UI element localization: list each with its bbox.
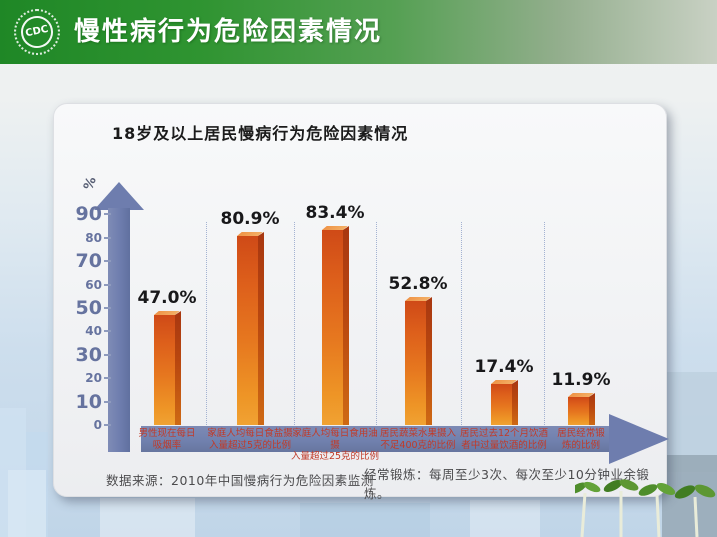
value-label: 11.9% (551, 370, 611, 390)
y-tick-mark (104, 353, 111, 356)
bar-side-face (426, 297, 432, 425)
chart-title: 18岁及以上居民慢病行为危险因素情况 (112, 124, 409, 143)
y-tick-label: 30 (75, 343, 102, 366)
bar-3 (322, 226, 349, 425)
value-label: 80.9% (220, 209, 280, 229)
y-tick-label: 80 (85, 230, 102, 245)
category-label: 家庭人均每日食用油摄 入量超过25克的比例 (290, 428, 380, 462)
value-label: 83.4% (305, 203, 365, 223)
category-label: 居民蔬菜水果摄入 不足400克的比例 (379, 428, 456, 451)
y-tick-mark (104, 260, 111, 263)
y-tick-mark (104, 283, 111, 286)
value-label: 52.8% (388, 274, 448, 294)
bar-front-face (491, 384, 512, 425)
bar-front-face (237, 236, 258, 425)
y-tick-mark (104, 424, 111, 426)
value-label: 47.0% (137, 288, 197, 308)
city-skyline-bottom-2 (300, 503, 430, 537)
category-separator (461, 222, 462, 425)
y-tick-label: 0 (93, 418, 102, 432)
value-label: 17.4% (474, 357, 534, 377)
bar-side-face (343, 226, 349, 425)
seedlings-illustration (575, 479, 716, 537)
cdc-logo-text: CDC (18, 13, 56, 51)
category-label: 男性现在每日 吸烟率 (138, 428, 196, 451)
y-tick-label: 60 (85, 277, 102, 292)
data-source-note: 数据来源：2010年中国慢病行为危险因素监测 (106, 473, 374, 488)
x-axis-arrowhead (609, 414, 669, 464)
city-skyline-bottom-3 (470, 500, 540, 537)
city-building-left-3 (8, 470, 46, 537)
bar-side-face (175, 311, 181, 425)
x-axis-band: 男性现在每日 吸烟率 家庭人均每日食盐摄 入量超过5克的比例 家庭人均每日食用油摄 入量超… (138, 426, 609, 462)
bar-front-face (322, 230, 343, 425)
y-tick-mark (104, 213, 111, 216)
exercise-definition-note: 经常锻炼：每周至少3次、每次至少10分钟业余锻炼。 (364, 467, 650, 501)
bar-front-face (154, 315, 175, 425)
y-tick-mark (104, 307, 111, 309)
category-separator (294, 222, 295, 425)
y-tick-label: 70 (75, 250, 102, 273)
bar-front-face (405, 301, 426, 425)
plot-area: 0 10 20 30 40 50 60 70 80 90 47.0% 80.9% 83.4% 52.8% 1… (54, 104, 666, 432)
category-separator (544, 222, 545, 425)
bar-5 (491, 380, 518, 425)
bar-4 (405, 297, 432, 425)
y-axis-shaft (108, 208, 130, 452)
bar-side-face (512, 380, 518, 425)
category-label: 居民经常锻 炼的比例 (557, 428, 605, 451)
slide-title: 慢性病行为危险因素情况 (74, 17, 383, 47)
city-skyline-bottom-1 (100, 498, 195, 537)
bar-6 (568, 393, 595, 425)
y-tick-label: 20 (85, 371, 102, 386)
bar-front-face (568, 397, 589, 425)
cdc-logo-icon: CDC (14, 9, 60, 55)
bar-side-face (258, 232, 264, 425)
y-tick-mark (104, 377, 111, 380)
category-separator (206, 222, 207, 425)
bar-1 (154, 311, 181, 425)
y-tick-label: 90 (75, 203, 102, 226)
y-tick-label: 40 (85, 324, 102, 339)
y-axis-arrowhead (94, 182, 144, 210)
y-tick-mark (104, 330, 111, 333)
y-tick-mark (104, 236, 111, 239)
category-label: 家庭人均每日食盐摄 入量超过5克的比例 (207, 428, 293, 451)
bar-side-face (589, 393, 595, 425)
category-label: 居民过去12个月饮酒 者中过量饮酒的比例 (459, 428, 549, 451)
y-tick-label: 10 (75, 390, 102, 413)
category-separator (376, 222, 377, 425)
bar-2 (237, 232, 264, 425)
chart-panel: 18岁及以上居民慢病行为危险因素情况 % 男性现在每日 吸烟率 家庭人均每日食盐摄入… (53, 103, 669, 501)
y-tick-label: 50 (75, 297, 102, 319)
y-tick-mark (104, 400, 111, 403)
slide-header: CDC 慢性病行为危险因素情况 (0, 0, 717, 64)
